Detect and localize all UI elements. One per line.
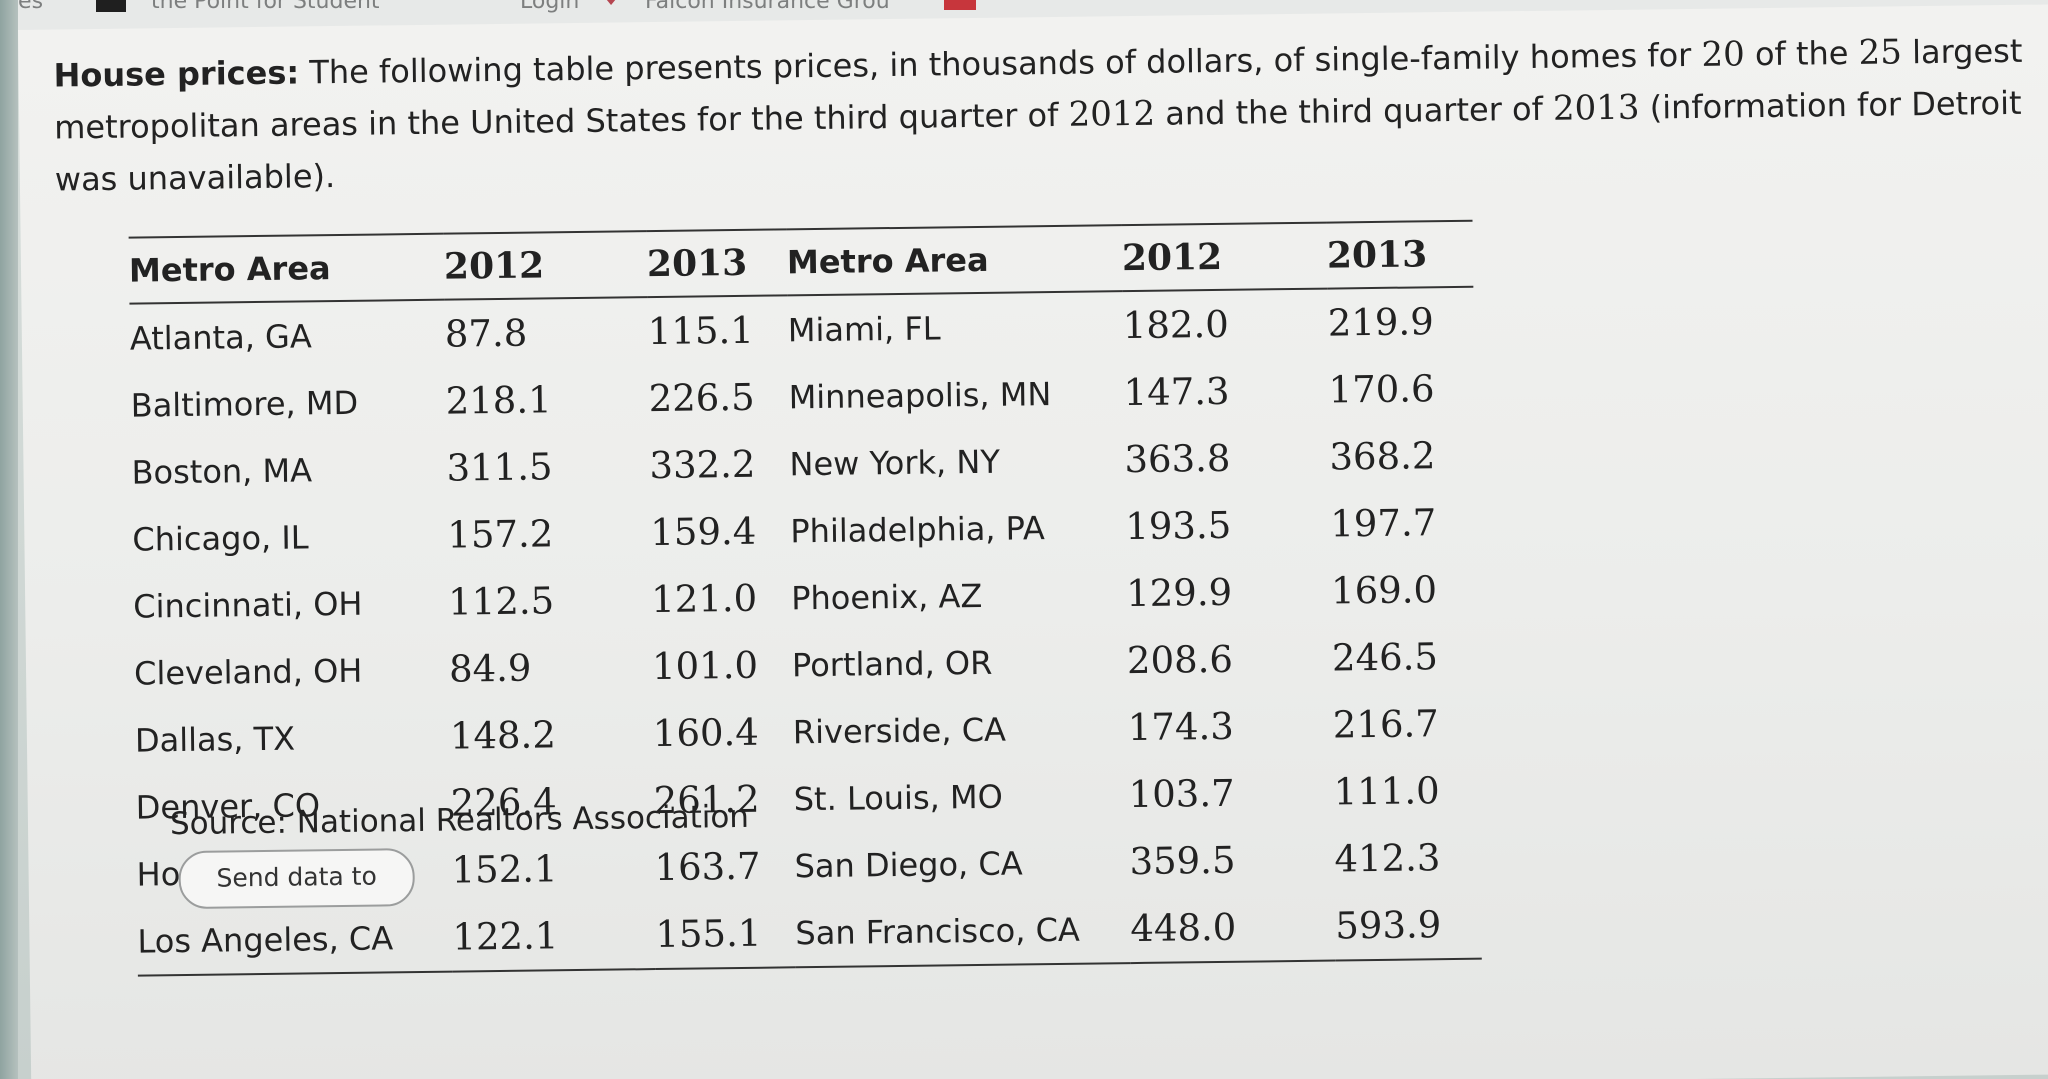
table-cell: 197.7	[1330, 501, 1437, 546]
table-cell: 155.1	[655, 911, 762, 957]
table-cell: 122.1	[452, 914, 559, 959]
table-cell: San Francisco, CA	[795, 910, 1081, 952]
table-cell: 174.3	[1127, 704, 1235, 750]
table-cell: Portland, OR	[791, 643, 993, 684]
table-cell: 208.6	[1126, 637, 1234, 683]
heart-icon: ♥	[603, 0, 619, 10]
table-cell: 363.8	[1124, 436, 1231, 482]
table-cell: 359.5	[1129, 838, 1236, 884]
bookmark-tab-2[interactable]: the Point for Student	[151, 0, 380, 14]
table-cell: 163.7	[654, 844, 761, 890]
page-content: House prices: The following table presen…	[18, 4, 2048, 1079]
table-cell: Atlanta, GA	[129, 316, 312, 358]
problem-statement: House prices: The following table presen…	[53, 25, 2045, 206]
table-cell: 152.1	[451, 847, 558, 892]
table-cell: Cleveland, OH	[133, 651, 363, 693]
table-cell: St. Louis, MO	[793, 777, 1003, 818]
header-2012-left: 2012	[443, 244, 545, 288]
table-cell: Dallas, TX	[134, 719, 296, 760]
table-cell: 147.3	[1123, 369, 1230, 415]
table-cell: Phoenix, AZ	[790, 576, 983, 617]
table-cell: New York, NY	[789, 442, 1001, 483]
table-cell: Los Angeles, CA	[137, 918, 394, 961]
bookmark-tab-4[interactable]: Falcon Insurance Grou	[645, 0, 890, 14]
header-2013-left: 2013	[646, 241, 748, 286]
table-cell: Minneapolis, MN	[788, 374, 1052, 416]
send-data-to-excel-button[interactable]: Send data to Excel	[178, 848, 416, 910]
table-cell: 332.2	[649, 442, 756, 488]
table-cell: 157.2	[447, 512, 554, 557]
table-cell: Miami, FL	[787, 308, 941, 349]
problem-text-4: and the third quarter of	[1165, 89, 1544, 133]
problem-number-20: 20	[1701, 34, 1746, 75]
header-2013-right: 2013	[1326, 233, 1428, 277]
table-cell: 593.9	[1335, 903, 1442, 948]
table-cell: Cincinnati, OH	[133, 584, 363, 626]
table-cell: 311.5	[446, 445, 553, 490]
table-cell: Philadelphia, PA	[790, 508, 1046, 550]
table-cell: 160.4	[652, 710, 760, 756]
table-cell: 111.0	[1333, 769, 1440, 814]
table-cell: Baltimore, MD	[130, 383, 359, 425]
table-cell: 121.0	[650, 576, 758, 622]
table-cell: 226.5	[648, 375, 755, 421]
table-cell: 112.5	[447, 579, 555, 624]
table-cell: 115.1	[647, 308, 755, 354]
problem-label: House prices:	[53, 53, 300, 95]
table-cell: Riverside, CA	[792, 710, 1007, 751]
table-cell: 84.9	[448, 646, 532, 691]
table-cell: San Diego, CA	[794, 843, 1023, 885]
source-note: Source: National Realtors Association	[169, 798, 750, 843]
table-cell: 412.3	[1334, 836, 1441, 881]
problem-number-25: 25	[1858, 32, 1903, 73]
table-cell: 216.7	[1332, 702, 1440, 747]
table-cell: 246.5	[1331, 635, 1439, 680]
table-cell: 87.8	[444, 311, 528, 356]
table-cell: 170.6	[1328, 367, 1435, 412]
table-cell: 148.2	[449, 713, 557, 758]
left-edge-strip	[0, 0, 18, 1079]
problem-text-2: of the	[1754, 34, 1849, 74]
table-cell: Boston, MA	[131, 450, 313, 492]
table-cell: 182.0	[1122, 302, 1230, 348]
table-cell: 159.4	[650, 509, 757, 555]
table-cell: 129.9	[1125, 570, 1233, 616]
bookmark-red-icon	[944, 0, 976, 10]
header-2012-right: 2012	[1121, 235, 1223, 280]
table-cell: 219.9	[1327, 300, 1434, 345]
table-cell: 218.1	[445, 378, 552, 423]
table-cell: 169.0	[1330, 568, 1438, 613]
table-cell: 103.7	[1128, 771, 1235, 817]
header-metro-area-right: Metro Area	[786, 240, 989, 282]
table-cell: Chicago, IL	[132, 517, 309, 559]
bookmark-black-icon	[96, 0, 126, 12]
header-metro-area-left: Metro Area	[128, 249, 331, 290]
problem-year-2012: 2012	[1068, 93, 1156, 135]
table-cell: 101.0	[651, 643, 759, 689]
table-cell: 368.2	[1329, 434, 1436, 479]
bookmark-tab-3[interactable]: Login	[520, 0, 580, 14]
problem-text-1: The following table presents prices, in …	[309, 35, 1692, 92]
table-cell: 448.0	[1130, 905, 1237, 951]
problem-year-2013: 2013	[1552, 87, 1640, 129]
table-cell: 193.5	[1125, 503, 1232, 549]
